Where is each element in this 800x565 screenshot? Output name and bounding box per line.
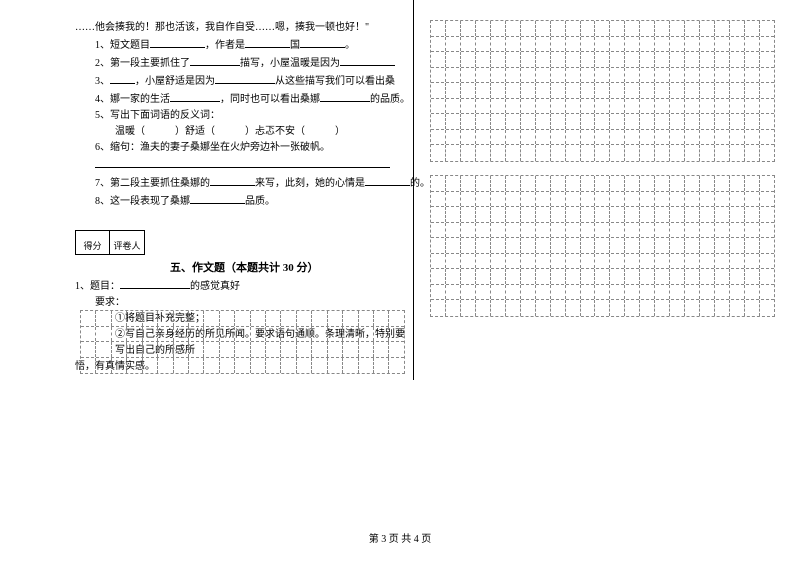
q3-prefix: 3、 — [95, 76, 110, 87]
essay-q1-blank[interactable] — [120, 277, 190, 289]
q3-mid2: 从这些描写我们可以看出桑 — [275, 76, 395, 87]
section5-title: 五、作文题（本题共计 30 分） — [75, 260, 405, 277]
essay-q1: 1、题目： 的感觉真好 — [75, 277, 405, 295]
page-container: ……他会揍我的！那也活该，我自作自受……嗯，揍我一顿也好！" 1、短文题目 ，作者… — [0, 0, 800, 565]
reading-q5-words: 温暖（ ）舒适（ ）忐忑不安（ ） — [75, 124, 405, 140]
score-cell-score: 得分 — [75, 230, 110, 255]
q1-mid2: 国 — [290, 40, 300, 51]
q4-mid: ，同时也可以看出桑娜 — [220, 94, 320, 105]
reading-q4: 4、娜一家的生活，同时也可以看出桑娜的品质。 — [75, 90, 405, 108]
reading-q7: 7、第二段主要抓住桑娜的来写，此刻，她的心情是的。 — [75, 174, 405, 192]
score-cell-reviewer: 评卷人 — [110, 230, 145, 255]
reading-q5: 5、写出下面词语的反义词： — [75, 108, 405, 124]
q3-blank2[interactable] — [215, 72, 275, 84]
q6-blank[interactable] — [95, 156, 390, 168]
q1-blank2[interactable] — [245, 36, 290, 48]
q8-blank[interactable] — [190, 192, 245, 204]
q4-prefix: 4、娜一家的生活 — [95, 94, 170, 105]
score-box: 得分 评卷人 — [75, 230, 405, 255]
q1-mid: ，作者是 — [205, 40, 245, 51]
q2-blank2[interactable] — [340, 54, 395, 66]
q4-end: 的品质。 — [370, 94, 410, 105]
q8-end: 品质。 — [245, 196, 275, 207]
q7-mid: 来写，此刻，她的心情是 — [255, 178, 365, 189]
q7-blank2[interactable] — [365, 174, 410, 186]
q3-blank1[interactable] — [110, 72, 135, 84]
reading-q6-blank-line — [75, 156, 405, 174]
q4-blank1[interactable] — [170, 90, 220, 102]
essay-q1-prefix: 1、题目： — [75, 281, 120, 292]
page-footer: 第 3 页 共 4 页 — [0, 530, 800, 545]
reading-q1: 1、短文题目 ，作者是 国 。 — [75, 36, 405, 54]
column-divider — [413, 0, 414, 380]
q1-prefix: 1、短文题目 — [95, 40, 150, 51]
reading-intro: ……他会揍我的！那也活该，我自作自受……嗯，揍我一顿也好！" — [75, 20, 405, 36]
q7-prefix: 7、第二段主要抓住桑娜的 — [95, 178, 210, 189]
essay-grid-right-bottom[interactable] — [430, 175, 775, 317]
q4-blank2[interactable] — [320, 90, 370, 102]
q1-blank1[interactable] — [150, 36, 205, 48]
reading-q8: 8、这一段表现了桑娜 品质。 — [75, 192, 405, 210]
reading-q6: 6、缩句：渔夫的妻子桑娜坐在火炉旁边补一张破帆。 — [75, 140, 405, 156]
reading-q3: 3、 ，小屋舒适是因为 从这些描写我们可以看出桑 — [75, 72, 405, 90]
q1-blank3[interactable] — [300, 36, 345, 48]
essay-req-label: 要求： — [75, 295, 405, 311]
q1-end: 。 — [345, 40, 355, 51]
q3-mid: ，小屋舒适是因为 — [135, 76, 215, 87]
essay-grid-bottom[interactable] — [80, 310, 405, 374]
q2-prefix: 2、第一段主要抓住了 — [95, 58, 190, 69]
reading-q2: 2、第一段主要抓住了 描写，小屋温暖是因为 — [75, 54, 405, 72]
q7-blank1[interactable] — [210, 174, 255, 186]
q8-prefix: 8、这一段表现了桑娜 — [95, 196, 190, 207]
essay-grid-right-top[interactable] — [430, 20, 775, 162]
section5-title-text: 五、作文题（本题共计 30 分） — [170, 262, 319, 274]
essay-q1-suffix: 的感觉真好 — [190, 281, 240, 292]
q2-mid: 描写，小屋温暖是因为 — [240, 58, 340, 69]
q2-blank1[interactable] — [190, 54, 240, 66]
